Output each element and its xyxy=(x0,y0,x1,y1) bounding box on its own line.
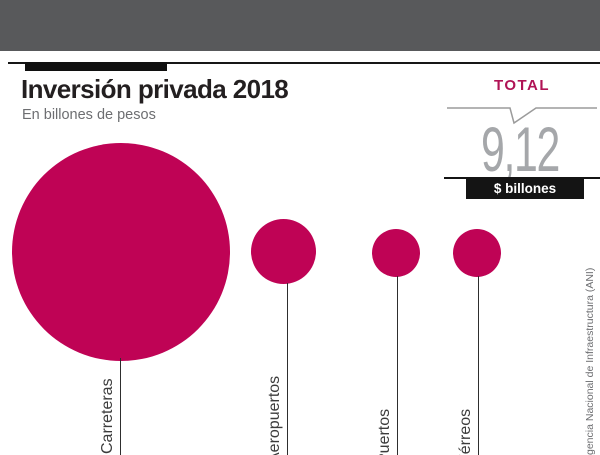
category-label-aeropuertos: Aeropuertos xyxy=(266,375,283,455)
kicker-black-bar xyxy=(25,62,167,71)
stem-line-ferreos xyxy=(477,276,479,455)
bubble-carreteras xyxy=(12,143,230,361)
stem-line-puertos xyxy=(396,276,398,455)
source-credit: Agencia Nacional de Infraestructura (ANI… xyxy=(584,267,596,455)
header-rule-line xyxy=(8,62,600,64)
page-title: Inversión privada 2018 xyxy=(21,74,289,104)
bubble-ferreos xyxy=(453,229,501,277)
total-unit-badge: $ billones xyxy=(466,179,584,199)
total-value: 9,12 xyxy=(481,115,560,185)
total-bottom-rule xyxy=(444,177,600,179)
stem-line-aeropuertos xyxy=(286,283,288,455)
category-label-puertos: Puertos xyxy=(376,408,393,455)
stem-line-carreteras xyxy=(119,358,121,455)
bubble-aeropuertos xyxy=(251,219,316,284)
category-label-ferreos: Férreos xyxy=(457,408,474,455)
bubble-puertos xyxy=(372,229,420,277)
total-label: TOTAL xyxy=(493,77,551,94)
top-gray-band xyxy=(0,0,600,51)
page-subtitle: En billones de pesos xyxy=(22,107,156,123)
category-label-carreteras: Carreteras xyxy=(99,378,116,454)
total-pointer-line xyxy=(447,107,597,125)
